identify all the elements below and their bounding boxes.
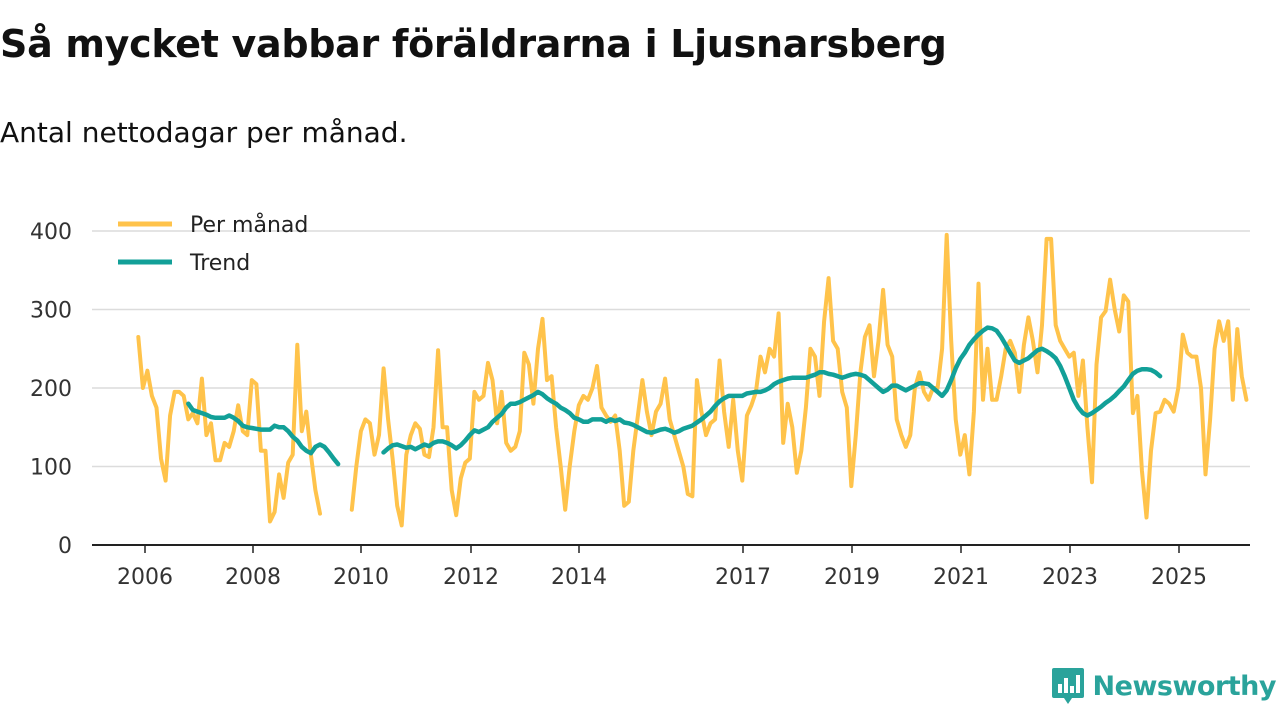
trend-line — [381, 325, 1163, 455]
gridlines — [92, 230, 1250, 468]
chart-title: Så mycket vabbar föräldrarna i Ljusnarsb… — [0, 22, 947, 66]
newsworthy-logo-icon — [1051, 668, 1084, 704]
y-tick-label: 0 — [58, 534, 72, 559]
x-axis: 2006 2008 2010 2012 2014 2017 2019 2021 2023 2025 — [92, 544, 1250, 590]
legend: Per månad Trend — [118, 212, 308, 276]
x-tick-label: 2025 — [1151, 565, 1207, 590]
legend-label: Trend — [189, 251, 250, 276]
x-tick-label: 2006 — [117, 565, 173, 590]
x-tick-label: 2008 — [225, 565, 281, 590]
x-tick-label: 2023 — [1042, 565, 1098, 590]
trend-line — [186, 401, 341, 467]
x-tick-label: 2012 — [443, 565, 499, 590]
x-tick-label: 2019 — [824, 565, 880, 590]
y-tick-label: 400 — [30, 220, 72, 245]
x-tick-label: 2017 — [715, 565, 771, 590]
chart-subtitle: Antal nettodagar per månad. — [0, 116, 408, 149]
y-tick-label: 300 — [30, 299, 72, 324]
legend-label: Per månad — [190, 212, 308, 238]
y-tick-label: 200 — [30, 377, 72, 402]
per-manad-line — [349, 232, 1249, 528]
x-tick-label: 2010 — [333, 565, 389, 590]
x-tick-label: 2014 — [551, 565, 607, 590]
y-tick-label: 100 — [30, 456, 72, 481]
newsworthy-wordmark: Newsworthy — [1092, 670, 1277, 702]
per-manad-line — [136, 335, 322, 524]
y-axis: 0 100 200 300 400 — [30, 220, 72, 559]
series-lines — [136, 232, 1249, 528]
x-tick-label: 2021 — [933, 565, 989, 590]
newsworthy-logo: Newsworthy — [1051, 666, 1277, 706]
